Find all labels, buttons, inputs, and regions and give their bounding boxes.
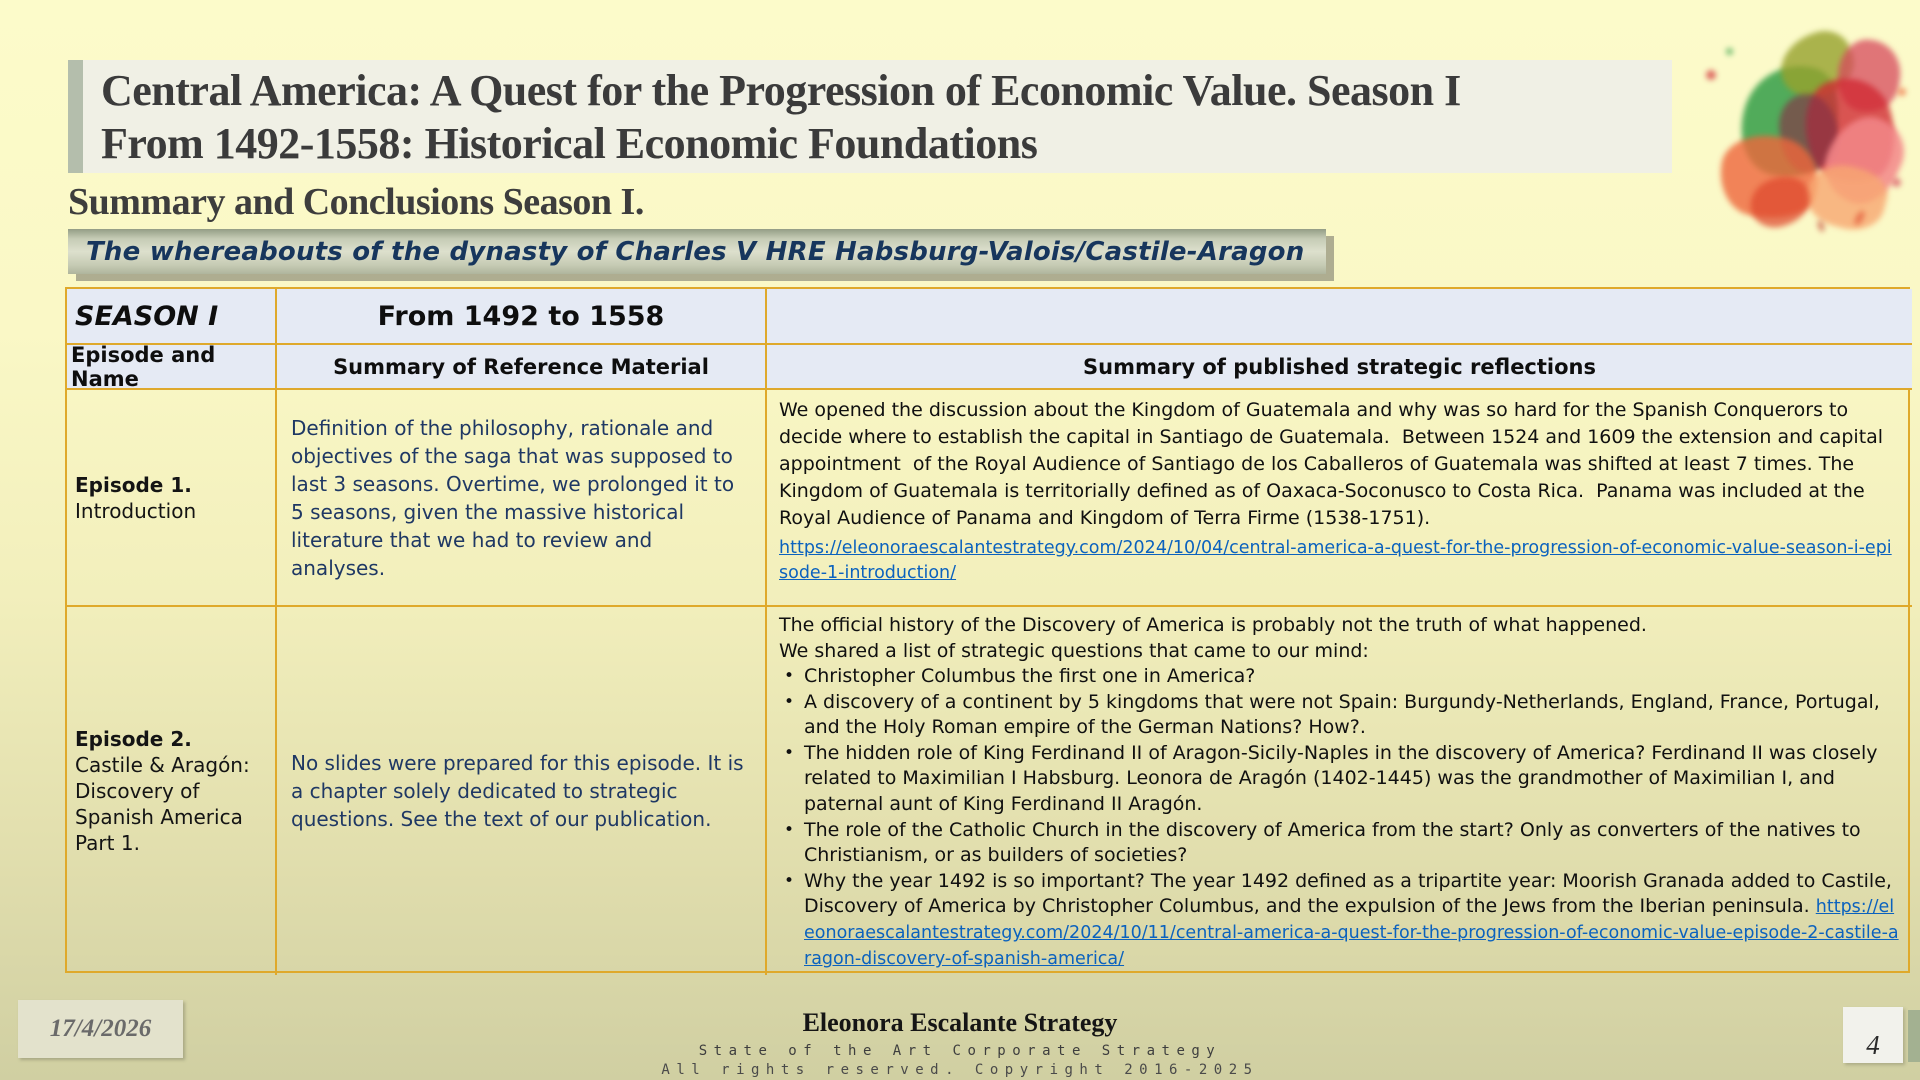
list-item: A discovery of a continent by 5 kingdoms…	[779, 690, 1900, 741]
page-number: 4	[1866, 1030, 1880, 1060]
episode1-subtitle: Introduction	[75, 498, 197, 523]
footer-side-strip	[1908, 1010, 1920, 1062]
column-header-reflections: Summary of published strategic reflectio…	[767, 345, 1912, 390]
episode2-title: Episode 2.	[75, 727, 192, 751]
episode2-reflection-cell: The official history of the Discovery of…	[767, 607, 1912, 975]
episode1-reflection-text: We opened the discussion about the Kingd…	[779, 399, 1890, 529]
title-strip: Central America: A Quest for the Progres…	[68, 60, 1672, 173]
episode1-reference-text: Definition of the philosophy, rationale …	[291, 415, 735, 580]
episode2-reference-cell: No slides were prepared for this episode…	[277, 607, 767, 975]
slide-title: Central America: A Quest for the Progres…	[101, 64, 1661, 170]
splash-speck	[1706, 70, 1716, 80]
list-item: The hidden role of King Ferdinand II of …	[779, 741, 1900, 818]
slide-title-line2: From 1492-1558: Historical Economic Foun…	[101, 119, 1038, 168]
page-number-box: 4	[1843, 1007, 1903, 1063]
footer-center: Eleonora Escalante Strategy State of the…	[0, 1008, 1920, 1078]
title-accent-bar	[68, 60, 83, 173]
slide-title-line1: Central America: A Quest for the Progres…	[101, 66, 1461, 115]
list-item: Christopher Columbus the first one in Am…	[779, 664, 1900, 690]
season-range-cell: From 1492 to 1558	[277, 289, 767, 345]
bullet-text: Why the year 1492 is so important? The y…	[804, 869, 1892, 918]
episode2-reference-text: No slides were prepared for this episode…	[291, 751, 744, 831]
column-header-episode: Episode and Name	[67, 345, 277, 390]
list-item: Why the year 1492 is so important? The y…	[779, 869, 1900, 973]
season-summary-table: SEASON I From 1492 to 1558 Episode and N…	[65, 287, 1912, 975]
splash-speck	[1898, 88, 1906, 96]
footer-copyright: All rights reserved. Copyright 2016-2025	[661, 1062, 1259, 1078]
footer-date: 17/4/2026	[49, 1015, 152, 1042]
topic-banner-text: The whereabouts of the dynasty of Charle…	[86, 236, 1305, 267]
footer-brand: Eleonora Escalante Strategy	[802, 1008, 1118, 1037]
footer-date-box: 17/4/2026	[18, 1000, 183, 1058]
column-header-reference: Summary of Reference Material	[277, 345, 767, 390]
slide-subtitle: Summary and Conclusions Season I.	[68, 181, 644, 223]
season-label-cell: SEASON I	[67, 289, 277, 345]
footer-tagline: State of the Art Corporate Strategy	[698, 1043, 1222, 1059]
episode1-name-cell: Episode 1. Introduction	[67, 390, 277, 607]
watercolor-splash-icon	[1688, 23, 1920, 238]
episode1-link[interactable]: https://eleonoraescalantestrategy.com/20…	[779, 538, 1892, 583]
splash-speck	[1726, 48, 1733, 55]
episode1-title: Episode 1.	[75, 472, 192, 497]
episode2-subtitle: Castile & Aragón: Discovery of Spanish A…	[75, 753, 250, 855]
strategic-questions-list: Christopher Columbus the first one in Am…	[779, 664, 1900, 972]
splash-speck	[1892, 178, 1901, 187]
episode1-reference-cell: Definition of the philosophy, rationale …	[277, 390, 767, 607]
episode2-name-cell: Episode 2. Castile & Aragón: Discovery o…	[67, 607, 277, 975]
season-empty-cell	[767, 289, 1912, 345]
topic-banner: The whereabouts of the dynasty of Charle…	[68, 229, 1326, 274]
episode2-reflection-line2: We shared a list of strategic questions …	[779, 640, 1369, 662]
episode2-link[interactable]: https://eleonoraescalantestrategy.com/20…	[804, 897, 1899, 970]
episode2-reflection-line1: The official history of the Discovery of…	[779, 614, 1647, 636]
list-item: The role of the Catholic Church in the d…	[779, 818, 1900, 869]
episode1-reflection-cell: We opened the discussion about the Kingd…	[767, 390, 1912, 607]
